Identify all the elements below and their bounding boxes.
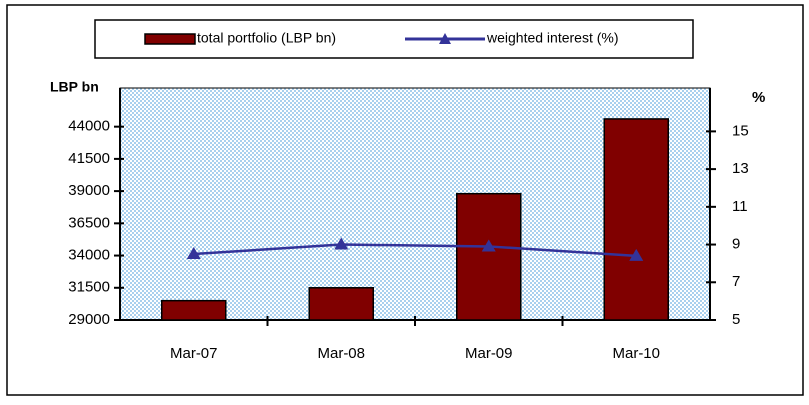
y-tick-label: 31500 [68,279,110,296]
legend-marker [439,33,451,44]
bar [603,118,669,321]
bar [308,287,374,321]
y-tick-label: 34000 [68,247,110,264]
y2-axis-label: % [752,89,765,106]
y-tick-label: 29000 [68,311,110,328]
y-tick-label: 39000 [68,182,110,199]
y2-tick-label: 15 [732,122,749,139]
x-tick-label: Mar-07 [170,345,218,362]
line [193,243,637,258]
y-axis-label: LBP bn [50,79,99,95]
legend-swatch [144,33,196,45]
line-marker [629,248,644,261]
bar [161,299,227,321]
y2-tick-label: 9 [732,236,740,253]
line-marker [186,246,201,259]
x-tick-label: Mar-09 [465,345,513,362]
bar [456,192,522,321]
legend-label: weighted interest (%) [486,30,619,46]
legend-label: total portfolio (LBP bn) [197,30,336,46]
y-tick-label: 41500 [68,150,110,167]
y-tick-label: 44000 [68,118,110,135]
y2-tick-label: 7 [732,273,740,290]
y2-tick-label: 5 [732,311,740,328]
y2-tick-label: 11 [732,198,748,215]
y2-tick-label: 13 [732,160,749,177]
x-tick-label: Mar-10 [612,345,660,362]
line-marker [481,239,496,252]
y-tick-label: 36500 [68,214,110,231]
line-marker [334,237,349,250]
x-tick-label: Mar-08 [317,345,365,362]
